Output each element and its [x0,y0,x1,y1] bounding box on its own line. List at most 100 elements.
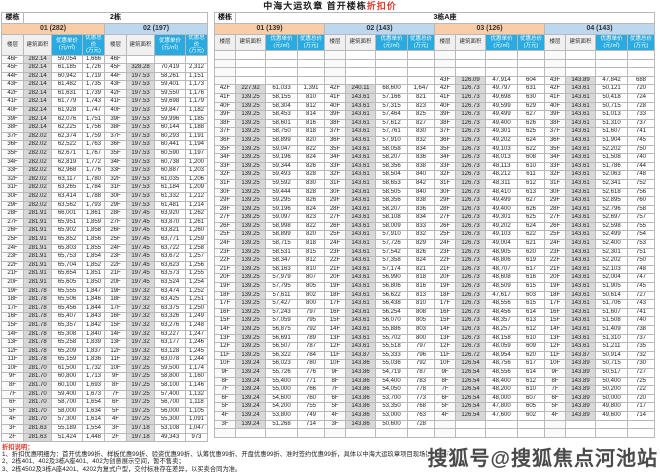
cell-unit: 62,968 [51,166,83,176]
cell-unit: 56,254 [375,307,408,318]
cell-floor [324,67,346,77]
cell-unit: 48,400 [485,376,518,387]
cell-unit: 59,097 [265,213,298,223]
cell-area: 143.61 [565,161,596,172]
cell-area: 143.61 [565,204,596,215]
cell-unit: 57,611 [265,290,298,301]
cell-area: 197.32 [126,329,155,340]
cell-total: 714 [627,410,655,421]
table-row: 21F 139.25 58,163 810 21F 143.61 57,174 821 21F 1… [214,264,655,275]
cell-floor: 43F [544,75,566,86]
cell-total: 740 [627,153,655,163]
cell-floor: 8F [324,376,346,387]
table-row: 27F 139.25 59,097 823 27F 143.61 58,108 834 27F 1… [214,213,655,223]
cell-total: 1,852 [82,260,105,271]
cell-total: 789 [297,333,325,344]
cell-floor: 2F [1,432,24,443]
cell-floor: 29F [324,196,346,206]
cell-area: 139.25 [235,118,266,129]
cell-total: 810 [297,264,325,275]
cell-total [297,50,325,60]
cell-unit: 57,174 [375,264,408,275]
cell-total: 797 [297,307,325,318]
cell-unit: 53,700 [375,393,408,404]
cell-total: 1,174 [185,363,208,374]
cell-unit: 48,013 [485,153,518,163]
cell-area: 197.45 [126,217,155,228]
cell-floor [544,419,566,430]
cell-area: 281.78 [23,286,52,297]
table-row: 6F 281.70 58,700 1,654 6F 197.25 56,700 1,118 [1,398,208,408]
cell-unit: 61,035 [154,174,186,185]
cell-floor: 29F [434,196,456,206]
cell-floor: 18F [104,295,127,305]
cell-total: 724 [627,92,655,103]
cell-floor [214,75,236,86]
cell-total: 1,261 [185,217,208,228]
cell-total: 629 [517,101,545,112]
cell-total: 1,763 [82,140,105,151]
cell-unit: 62,819 [51,157,83,168]
cell-unit: 57,427 [265,299,298,309]
cell-area: 143.61 [565,290,596,301]
cell-total: 740 [627,316,655,326]
cell-area: 197.18 [126,432,155,443]
cell-floor: 12F [214,342,236,352]
cell-unit: 51,310 [595,333,628,344]
cell-floor: 39F [324,110,346,120]
cell-area: 282.14 [23,54,52,65]
cell-floor [324,75,346,86]
cell-unit: 50,418 [595,92,628,103]
cell-total: 1,776 [82,166,105,176]
cell-unit: 52,400 [595,239,628,249]
cell-area: 139.24 [235,410,266,421]
cell-unit [375,75,408,86]
cell-floor: 25F [104,234,127,245]
cell-unit: 63,623 [154,260,186,271]
cell-floor: 37F [1,131,24,142]
cell-unit: 63,276 [154,320,186,331]
cell-total: 805 [407,316,435,326]
table-row: 25F 139.25 58,899 820 25F 143.61 57,910 832 25F 1… [214,230,655,241]
cell-area: 143.61 [565,110,596,120]
cell-floor: 12F [434,342,456,352]
cell-floor: 7F [1,389,24,400]
column-header-unit-price: 优惠单价 (元/㎡) [375,34,408,51]
cell-floor: 32F [1,174,24,185]
cell-floor: 15F [324,316,346,326]
table-row: 32F 282.02 63,117 1,780 32F 197.53 61,035 1,206 [1,174,208,185]
cell-area: 139.24 [235,419,266,430]
cell-total: 796 [407,350,435,361]
cell-floor: 17F [214,299,236,309]
cell-unit [375,67,408,77]
cell-area [565,58,596,69]
cell-total: 613 [517,316,545,326]
cell-unit: 51,706 [595,299,628,309]
cell-total: 800 [297,299,325,309]
cell-floor: 31F [544,178,566,189]
cell-unit [595,67,628,77]
footnote-line: 1、折扣优惠明细为：首开优惠99折、样板优惠99折、验资优惠99折、认筹优惠99… [2,451,470,459]
cell-unit: 58,100 [154,381,186,391]
cell-unit: 60,800 [51,372,83,383]
cell-area: 143.61 [345,213,376,223]
tables: 楼栋 2栋 01 (282) 02 (197) 楼层 建筑面积 优惠单价 (元/㎡) 优惠总价… [0,12,660,443]
cell-floor: 36F [434,135,456,146]
cell-total: 1,554 [82,424,105,434]
cell-area: 143.61 [565,170,596,180]
cell-total: 823 [297,213,325,223]
cell-floor: 28F [1,209,24,219]
cell-floor: 3F [104,424,127,434]
table-row: 25F 281.91 65,852 1,856 25F 197.45 63,771 1,259 [1,234,208,245]
cell-total: 821 [407,264,435,275]
cell-area [345,67,376,77]
cell-unit: 59,500 [154,363,186,374]
cell-unit: 56,691 [265,333,298,344]
cell-area: 197.32 [126,338,155,348]
group-header: 02 (197) [104,23,208,35]
cell-unit: 57,910 [375,135,408,146]
cell-area: 143.86 [345,376,376,387]
cell-unit: 60,590 [154,149,186,159]
cell-unit: 58,750 [265,127,298,137]
cell-area: 281.78 [23,303,52,314]
